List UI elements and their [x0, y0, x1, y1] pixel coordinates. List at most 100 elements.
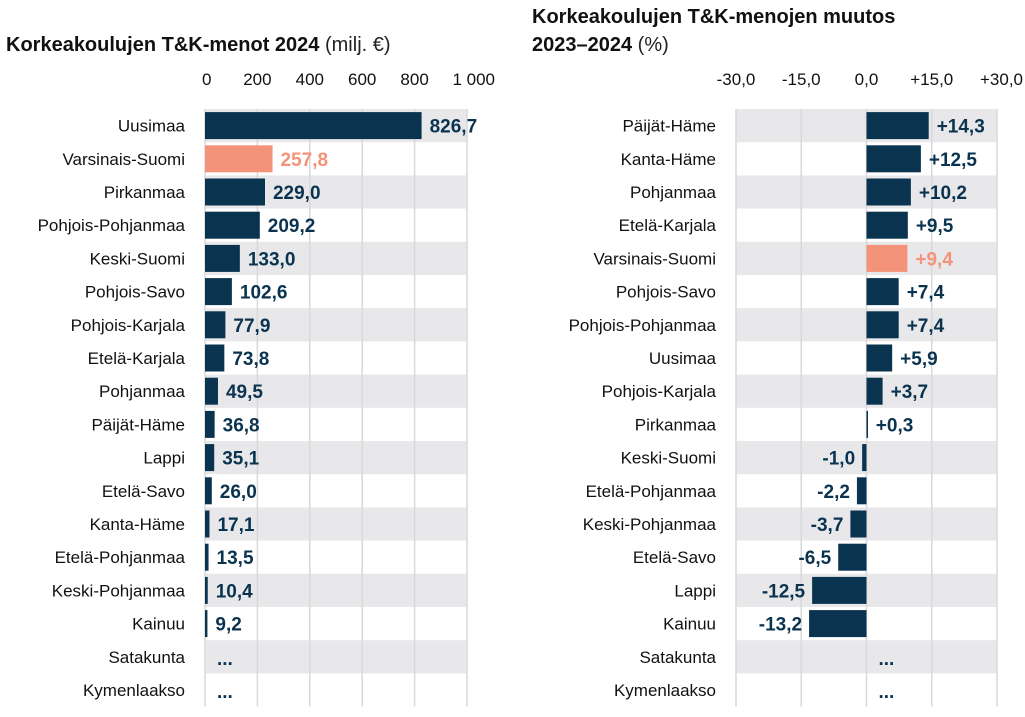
data-label: 133,0: [248, 249, 296, 270]
data-label: 102,6: [240, 283, 288, 304]
data-label: +0,3: [876, 415, 914, 436]
category-label: Varsinais-Suomi: [593, 249, 716, 268]
bar: [205, 145, 273, 173]
row-band: [205, 640, 467, 674]
tick-label: 0,0: [855, 70, 879, 89]
category-label: Päijät-Häme: [622, 117, 716, 136]
data-label: +7,4: [907, 283, 945, 304]
category-label: Pohjanmaa: [99, 382, 186, 401]
right-chart-title-line1: Korkeakoulujen T&K-menojen muutos: [532, 6, 895, 28]
row-band: [205, 374, 467, 408]
data-label: 17,1: [217, 515, 254, 536]
bar: [866, 344, 893, 372]
category-label: Etelä-Karjala: [88, 349, 186, 368]
category-label: Pirkanmaa: [104, 183, 186, 202]
category-label: Keski-Suomi: [90, 249, 185, 268]
category-label: Päijät-Häme: [91, 415, 185, 434]
left-chart: 0 200 400 600 800 1 000 Uusimaa 826,7 Varsinais-…: [38, 70, 495, 707]
category-label: Lappi: [143, 449, 185, 468]
data-label: -3,7: [811, 515, 844, 536]
right-chart: -30,0 -15,0 0,0 +15,0 +30,0 Päijät-Häme +14,3 K…: [569, 70, 1023, 707]
bar: [866, 410, 868, 438]
bar: [866, 211, 908, 239]
data-label: +9,4: [915, 249, 953, 270]
category-label: Pirkanmaa: [635, 415, 717, 434]
category-label: Satakunta: [108, 648, 185, 667]
data-label: 26,0: [220, 482, 257, 503]
tick-label: 0: [202, 70, 211, 89]
category-label: Kainuu: [663, 615, 716, 634]
category-label: Etelä-Pohjanmaa: [586, 482, 717, 501]
left-chart-title: Korkeakoulujen T&K-menot 2024 (milj. €): [6, 34, 391, 56]
bar: [866, 377, 883, 405]
data-label: 209,2: [268, 216, 316, 237]
bar: [205, 610, 208, 638]
data-label: -13,2: [759, 615, 802, 636]
tick-label: 800: [400, 70, 428, 89]
bar: [866, 311, 899, 339]
category-label: Satakunta: [639, 648, 716, 667]
row-band: [205, 573, 467, 607]
bar: [856, 477, 867, 505]
category-label: Lappi: [674, 581, 716, 600]
category-label: Pohjois-Karjala: [71, 316, 186, 335]
category-label: Keski-Pohjanmaa: [52, 581, 186, 600]
tick-label: 200: [243, 70, 271, 89]
bar: [866, 178, 911, 206]
row-band: [205, 507, 467, 541]
bar: [205, 344, 225, 372]
data-label: +7,4: [907, 316, 945, 337]
data-label: ...: [879, 682, 895, 703]
bar: [205, 244, 240, 272]
category-label: Etelä-Karjala: [619, 216, 717, 235]
category-label: Pohjois-Pohjanmaa: [569, 316, 717, 335]
bar: [205, 278, 232, 306]
bar: [205, 576, 208, 604]
bar: [205, 112, 422, 140]
data-label: +12,5: [929, 150, 978, 171]
category-label: Uusimaa: [118, 117, 186, 136]
category-label: Kanta-Häme: [90, 515, 185, 534]
data-label: -12,5: [762, 581, 806, 602]
bar: [205, 510, 210, 538]
tick-label: +15,0: [910, 70, 953, 89]
row-band: [205, 441, 467, 475]
data-label: 826,7: [430, 117, 478, 138]
category-label: Pohjois-Savo: [616, 283, 716, 302]
bar: [866, 112, 929, 140]
bar: [866, 278, 899, 306]
category-label: Etelä-Pohjanmaa: [55, 548, 186, 567]
bar: [205, 543, 209, 571]
data-label: 77,9: [233, 316, 270, 337]
category-label: Varsinais-Suomi: [62, 150, 185, 169]
data-label: 73,8: [232, 349, 269, 370]
category-label: Kainuu: [132, 615, 185, 634]
tick-label: -15,0: [782, 70, 821, 89]
data-label: 49,5: [226, 382, 263, 403]
tick-label: -30,0: [717, 70, 756, 89]
category-label: Kymenlaakso: [614, 681, 716, 700]
data-label: +10,2: [919, 183, 967, 204]
data-label: ...: [217, 682, 233, 703]
bar: [205, 311, 226, 339]
tick-label: 600: [348, 70, 376, 89]
category-label: Kanta-Häme: [621, 150, 716, 169]
data-label: -6,5: [798, 548, 831, 569]
bar: [205, 377, 218, 405]
tick-label: 1 000: [452, 70, 495, 89]
data-label: -1,0: [822, 449, 855, 470]
bar: [205, 477, 212, 505]
category-label: Kymenlaakso: [83, 681, 185, 700]
category-label: Pohjois-Savo: [85, 283, 185, 302]
category-label: Etelä-Savo: [102, 482, 185, 501]
right-chart-title-line2: 2023–2024 (%): [532, 34, 669, 56]
bar: [205, 211, 260, 239]
data-label: 257,8: [281, 150, 329, 171]
bar: [866, 145, 921, 173]
data-label: +9,5: [916, 216, 954, 237]
bar: [850, 510, 867, 538]
data-label: 35,1: [222, 449, 259, 470]
category-label: Uusimaa: [649, 349, 717, 368]
data-label: +3,7: [891, 382, 929, 403]
